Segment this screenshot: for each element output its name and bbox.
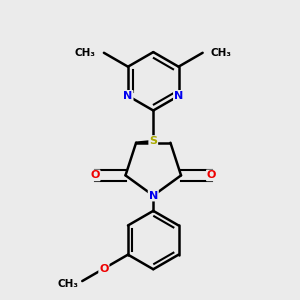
Text: S: S [149,136,157,146]
Text: O: O [207,170,216,180]
Text: CH₃: CH₃ [75,48,96,58]
Text: CH₃: CH₃ [58,279,79,289]
Text: CH₃: CH₃ [211,48,232,58]
Text: N: N [174,91,183,101]
Text: N: N [148,190,158,201]
Text: O: O [99,264,109,274]
Text: N: N [123,91,133,101]
Text: O: O [90,170,100,180]
